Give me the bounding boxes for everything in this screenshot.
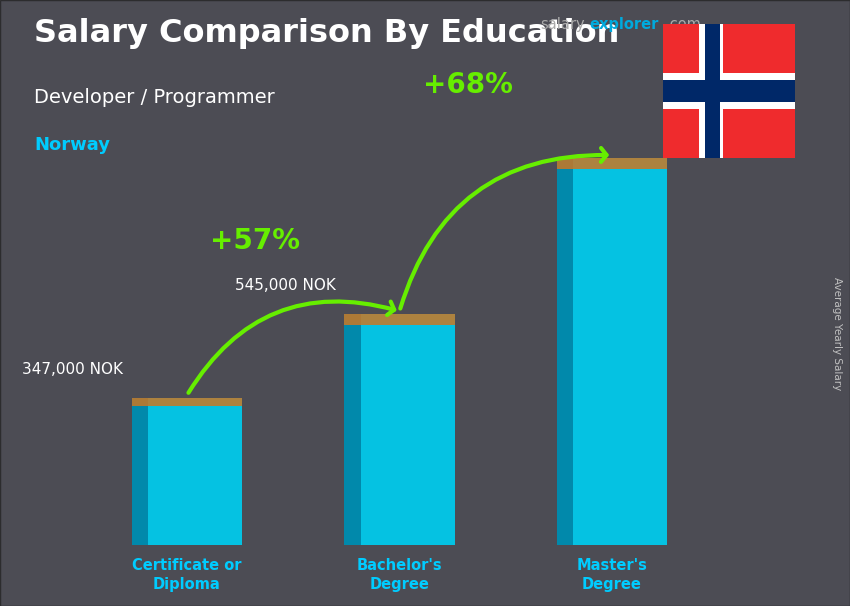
Text: Salary Comparison By Education: Salary Comparison By Education <box>34 18 620 49</box>
Text: Developer / Programmer: Developer / Programmer <box>34 88 275 107</box>
FancyBboxPatch shape <box>344 314 455 545</box>
Text: 913,000 NOK: 913,000 NOK <box>676 122 777 137</box>
Text: salary: salary <box>540 17 584 32</box>
FancyBboxPatch shape <box>344 314 455 325</box>
Text: .com: .com <box>666 17 701 32</box>
Text: Average Yearly Salary: Average Yearly Salary <box>832 277 842 390</box>
Text: Bachelor's
Degree: Bachelor's Degree <box>357 558 442 592</box>
FancyBboxPatch shape <box>132 398 242 405</box>
Text: +68%: +68% <box>422 72 513 99</box>
Text: Certificate or
Diploma: Certificate or Diploma <box>133 558 241 592</box>
Bar <box>705 24 720 158</box>
Bar <box>663 73 795 108</box>
Text: +57%: +57% <box>210 227 300 256</box>
FancyBboxPatch shape <box>557 158 667 169</box>
Text: Norway: Norway <box>34 136 110 155</box>
FancyBboxPatch shape <box>344 314 360 545</box>
FancyBboxPatch shape <box>557 158 667 545</box>
Text: 545,000 NOK: 545,000 NOK <box>235 278 336 293</box>
Bar <box>699 24 722 158</box>
FancyBboxPatch shape <box>132 398 148 545</box>
FancyBboxPatch shape <box>557 158 573 545</box>
Text: Master's
Degree: Master's Degree <box>576 558 648 592</box>
Text: explorer: explorer <box>589 17 659 32</box>
FancyBboxPatch shape <box>132 398 242 545</box>
Bar <box>663 80 795 102</box>
Text: 347,000 NOK: 347,000 NOK <box>22 362 123 377</box>
